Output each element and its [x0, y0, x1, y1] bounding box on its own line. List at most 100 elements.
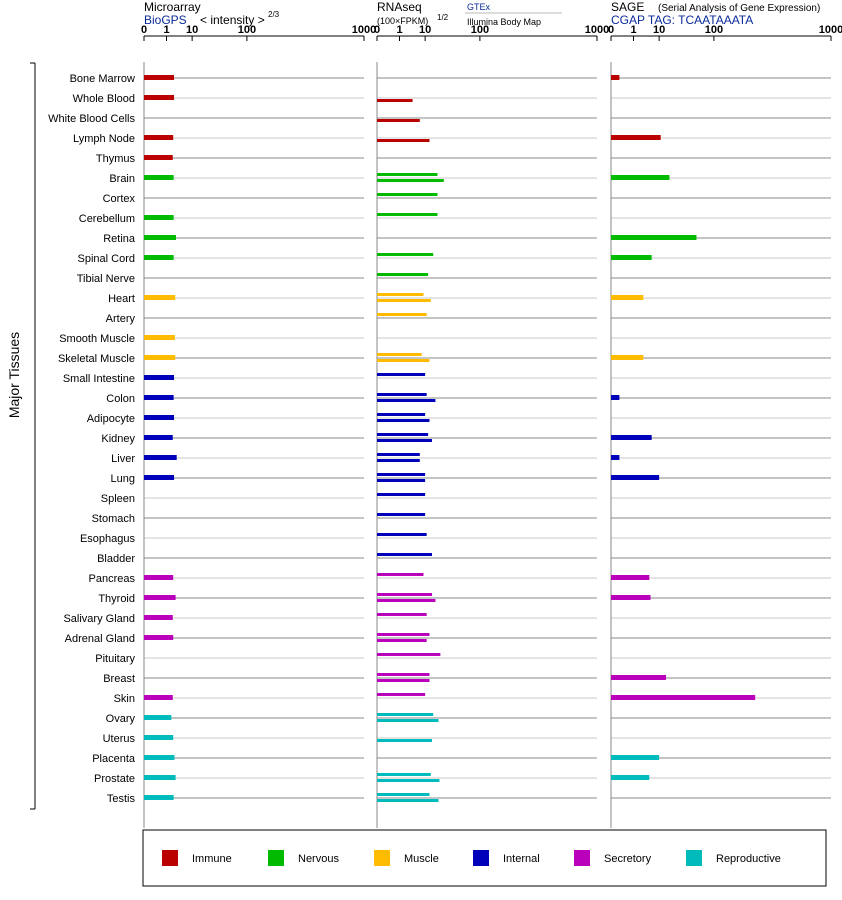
microarray-bar: [144, 295, 176, 300]
sage-bar: [611, 355, 644, 360]
sage-bar: [611, 235, 697, 240]
tick-label: 1: [163, 24, 169, 36]
sage-bar: [611, 135, 661, 140]
tissue-label: Breast: [103, 673, 135, 685]
gtex-bar: [377, 653, 441, 656]
bodymap-bar: [377, 399, 436, 402]
microarray-bar: [144, 795, 174, 800]
tissue-label: Uterus: [103, 733, 136, 745]
panel-sage: 0 1 10 100 1000 SAGE (Serial Analysis of Gene …: [608, 0, 842, 828]
tissue-label: Colon: [106, 393, 135, 405]
tissue-label: Small Intestine: [63, 373, 135, 385]
microarray-bar: [144, 375, 175, 380]
bodymap-bar: [377, 139, 430, 142]
gtex-bar: [377, 313, 427, 316]
tissue-label: Spinal Cord: [78, 253, 135, 265]
tick-label: 1: [630, 24, 636, 36]
sage-bar: [611, 395, 620, 400]
microarray-bar: [144, 335, 175, 340]
microarray-bar: [144, 735, 174, 740]
gtex-bar: [377, 353, 422, 356]
tissue-label: Retina: [103, 233, 136, 245]
sage-bar: [611, 695, 756, 700]
bodymap-bar: [377, 599, 436, 602]
tick-label: 0: [141, 24, 147, 36]
tick-label: 1000: [819, 24, 842, 36]
tick-label: 100: [238, 24, 256, 36]
legend-label: Muscle: [404, 853, 439, 865]
sage-bar: [611, 255, 652, 260]
microarray-bar: [144, 715, 172, 720]
tissue-label: Salivary Gland: [63, 613, 135, 625]
sage-bar: [611, 295, 644, 300]
bodymap-bar: [377, 639, 427, 642]
tissue-label: Tibial Nerve: [77, 273, 135, 285]
tissue-label: Skin: [114, 693, 135, 705]
tissue-label: Prostate: [94, 773, 135, 785]
tissue-label: Adipocyte: [87, 413, 135, 425]
tick-label: 100: [705, 24, 723, 36]
bodymap-bar: [377, 779, 440, 782]
tick-label: 100: [471, 24, 489, 36]
unit-exponent: 1/2: [437, 13, 449, 22]
microarray-bar: [144, 155, 173, 160]
panel-title: RNAseq: [377, 0, 422, 14]
tissue-label: Smooth Muscle: [59, 333, 135, 345]
tick-label: 1000: [585, 24, 609, 36]
tissue-label: Whole Blood: [73, 93, 135, 105]
tissue-label: Esophagus: [80, 533, 136, 545]
microarray-bar: [144, 95, 175, 100]
gtex-bar: [377, 453, 420, 456]
microarray-bar: [144, 775, 176, 780]
legend-label: Nervous: [298, 853, 339, 865]
tick-label: 1: [396, 24, 402, 36]
legend-swatch: [374, 850, 390, 866]
tick-label: 10: [186, 24, 198, 36]
gtex-bar: [377, 673, 430, 676]
sage-bar: [611, 455, 620, 460]
sage-bar: [611, 435, 652, 440]
tissue-label: Pancreas: [89, 573, 136, 585]
gtex-bar: [377, 613, 427, 616]
tissue-label: Placenta: [92, 753, 136, 765]
tissue-label: Bone Marrow: [70, 73, 135, 85]
tissue-label: Stomach: [92, 513, 135, 525]
gtex-bar: [377, 293, 424, 296]
panel-subtitle: BioGPS: [144, 13, 187, 27]
tick-label: 10: [653, 24, 665, 36]
gtex-bar: [377, 173, 438, 176]
tissue-label: Cerebellum: [79, 213, 135, 225]
bodymap-bar: [377, 719, 439, 722]
gtex-bar: [377, 413, 426, 416]
bodymap-legend-label: Illumina Body Map: [467, 17, 541, 27]
bodymap-bar: [377, 359, 430, 362]
legend-label: Immune: [192, 853, 232, 865]
tissue-label: Artery: [106, 313, 136, 325]
unit-label: < intensity >: [200, 13, 265, 27]
bodymap-bar: [377, 739, 433, 742]
sage-bar: [611, 75, 620, 80]
tissue-label: Skeletal Muscle: [58, 353, 135, 365]
bodymap-bar: [377, 679, 430, 682]
gtex-bar: [377, 793, 430, 796]
bodymap-bar: [377, 439, 433, 442]
sage-bar: [611, 475, 660, 480]
microarray-bar: [144, 695, 173, 700]
tick-label: 0: [608, 24, 614, 36]
bodymap-bar: [377, 119, 420, 122]
tissue-label: Lung: [111, 473, 135, 485]
bodymap-bar: [377, 299, 431, 302]
y-axis-title: Major Tissues: [6, 332, 22, 418]
microarray-bar: [144, 215, 174, 220]
gtex-bar: [377, 213, 438, 216]
microarray-bar: [144, 395, 174, 400]
sage-bar: [611, 575, 650, 580]
legend-swatch: [162, 850, 178, 866]
microarray-bar: [144, 355, 176, 360]
unit-label: (100×FPKM): [377, 16, 428, 26]
tissue-labels: Bone Marrow Whole Blood White Blood Cells L…: [48, 73, 136, 805]
bodymap-bar: [377, 99, 413, 102]
microarray-bar: [144, 615, 173, 620]
tissue-label: Testis: [107, 793, 136, 805]
sage-bar: [611, 175, 670, 180]
